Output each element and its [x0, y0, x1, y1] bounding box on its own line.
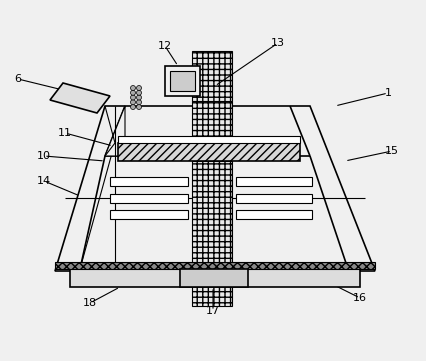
- Polygon shape: [236, 210, 311, 219]
- Polygon shape: [110, 210, 187, 219]
- Text: 6: 6: [14, 74, 21, 84]
- Text: 14: 14: [37, 176, 51, 186]
- Text: 18: 18: [83, 298, 97, 308]
- Polygon shape: [55, 262, 374, 269]
- Polygon shape: [170, 71, 195, 91]
- Text: 11: 11: [58, 128, 72, 138]
- Text: 15: 15: [384, 146, 398, 156]
- Polygon shape: [50, 83, 110, 113]
- Circle shape: [136, 100, 141, 105]
- Circle shape: [130, 100, 135, 105]
- Polygon shape: [236, 177, 311, 186]
- Polygon shape: [70, 269, 359, 287]
- Circle shape: [130, 90, 135, 95]
- Circle shape: [136, 95, 141, 100]
- Circle shape: [130, 95, 135, 100]
- Text: 10: 10: [37, 151, 51, 161]
- Polygon shape: [164, 66, 199, 96]
- Polygon shape: [192, 161, 231, 306]
- Polygon shape: [192, 51, 231, 101]
- Circle shape: [136, 90, 141, 95]
- Text: 16: 16: [352, 293, 366, 303]
- Polygon shape: [192, 101, 231, 143]
- Text: 13: 13: [271, 38, 284, 48]
- Polygon shape: [118, 136, 299, 143]
- Polygon shape: [110, 194, 187, 203]
- Polygon shape: [105, 106, 125, 156]
- Polygon shape: [236, 194, 311, 203]
- Polygon shape: [110, 177, 187, 186]
- Circle shape: [136, 86, 141, 91]
- Text: 17: 17: [205, 306, 219, 316]
- Polygon shape: [55, 106, 374, 271]
- Polygon shape: [180, 269, 248, 287]
- Circle shape: [130, 86, 135, 91]
- Text: 12: 12: [158, 41, 172, 51]
- Text: 1: 1: [383, 88, 391, 98]
- Polygon shape: [118, 143, 299, 161]
- Circle shape: [130, 104, 135, 109]
- Circle shape: [136, 104, 141, 109]
